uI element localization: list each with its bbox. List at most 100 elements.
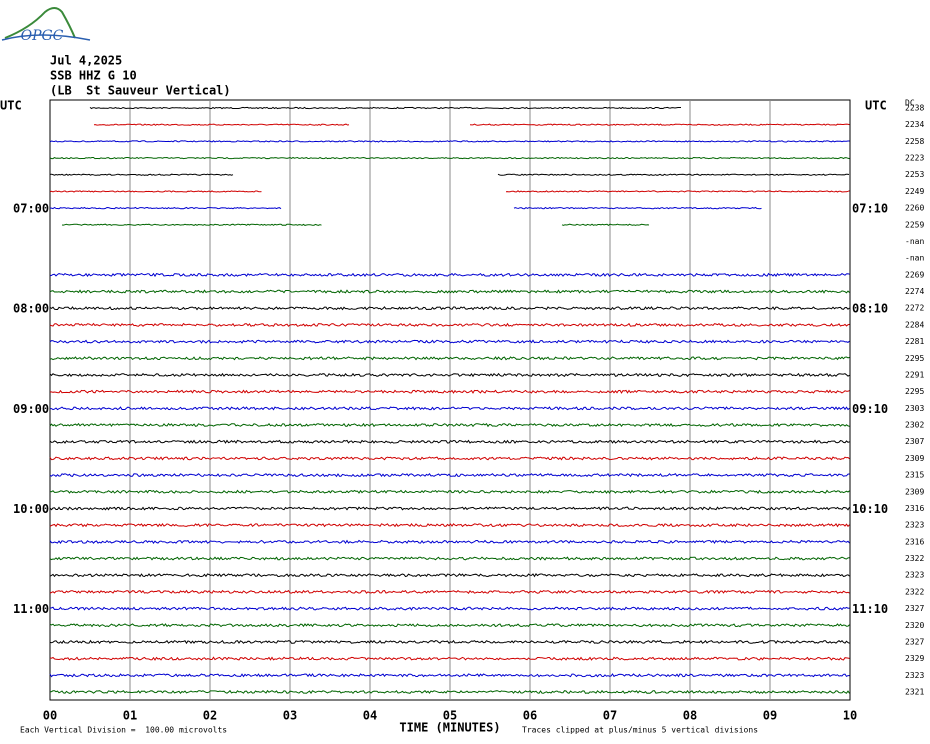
logo: OPGC bbox=[1, 7, 91, 44]
x-axis-title: TIME (MINUTES) bbox=[399, 721, 500, 735]
trace bbox=[49, 606, 850, 611]
dc-value: 2269 bbox=[905, 270, 924, 279]
left-time: 09:00 bbox=[13, 402, 49, 416]
trace bbox=[49, 173, 234, 176]
x-tick-label: 06 bbox=[523, 709, 537, 723]
dc-value: 2295 bbox=[905, 387, 924, 396]
trace bbox=[49, 673, 850, 678]
trace bbox=[49, 523, 850, 528]
footer-right: Traces clipped at plus/minus 5 vertical … bbox=[522, 726, 758, 735]
x-tick-label: 05 bbox=[443, 709, 457, 723]
trace bbox=[49, 656, 850, 661]
x-tick-label: 10 bbox=[843, 709, 857, 723]
dc-value: 2323 bbox=[905, 671, 924, 680]
dc-value: 2321 bbox=[905, 688, 924, 697]
dc-value: 2234 bbox=[905, 120, 924, 129]
trace bbox=[61, 223, 322, 226]
trace bbox=[49, 272, 850, 278]
left-time: 07:00 bbox=[13, 202, 49, 216]
x-tick-label: 08 bbox=[683, 709, 697, 723]
trace bbox=[49, 322, 850, 327]
trace bbox=[49, 589, 850, 594]
dc-value: 2272 bbox=[905, 304, 924, 313]
trace bbox=[49, 439, 850, 444]
right-time: 10:10 bbox=[852, 502, 888, 516]
location: (LB St Sauveur Vertical) bbox=[50, 84, 231, 98]
right-axis-title: UTC bbox=[865, 99, 887, 113]
trace bbox=[89, 106, 681, 110]
dc-value: 2327 bbox=[905, 604, 924, 613]
dc-value: 2307 bbox=[905, 437, 924, 446]
dc-value: 2223 bbox=[905, 154, 924, 163]
trace bbox=[49, 506, 850, 511]
x-tick-label: 01 bbox=[123, 709, 137, 723]
dc-value: 2316 bbox=[905, 504, 924, 513]
x-tick-label: 07 bbox=[603, 709, 617, 723]
trace bbox=[49, 339, 850, 344]
dc-value: 2329 bbox=[905, 654, 924, 663]
footer-left: Each Vertical Division = 100.00 microvol… bbox=[20, 726, 227, 735]
right-time: 11:10 bbox=[852, 602, 888, 616]
trace bbox=[49, 422, 850, 428]
dc-value: 2322 bbox=[905, 554, 924, 563]
trace bbox=[561, 223, 650, 227]
trace bbox=[49, 206, 282, 210]
trace bbox=[513, 206, 762, 210]
left-time: 10:00 bbox=[13, 502, 49, 516]
dc-value: 2260 bbox=[905, 204, 924, 213]
dc-value: 2323 bbox=[905, 571, 924, 580]
right-time: 08:10 bbox=[852, 302, 888, 316]
dc-value: 2303 bbox=[905, 404, 924, 413]
dc-value: 2295 bbox=[905, 354, 924, 363]
dc-value: 2309 bbox=[905, 487, 924, 496]
trace bbox=[49, 473, 850, 478]
trace bbox=[49, 389, 850, 394]
logo-text: OPGC bbox=[21, 28, 64, 44]
date: Jul 4,2025 bbox=[50, 54, 122, 68]
trace bbox=[497, 173, 850, 176]
trace bbox=[469, 123, 850, 126]
dc-value: 2249 bbox=[905, 187, 924, 196]
dc-value: 2258 bbox=[905, 137, 924, 146]
trace bbox=[505, 190, 850, 193]
dc-value: 2315 bbox=[905, 471, 924, 480]
x-tick-label: 00 bbox=[43, 709, 57, 723]
right-time: 09:10 bbox=[852, 402, 888, 416]
station: SSB HHZ G 10 bbox=[50, 69, 137, 83]
dc-value: 2284 bbox=[905, 320, 924, 329]
trace bbox=[49, 456, 850, 461]
trace bbox=[49, 306, 850, 311]
dc-value: 2281 bbox=[905, 337, 924, 346]
dc-value: 2323 bbox=[905, 521, 924, 530]
trace bbox=[50, 406, 850, 411]
dc-value: 2238 bbox=[905, 104, 924, 113]
x-tick-label: 03 bbox=[283, 709, 297, 723]
trace bbox=[49, 140, 850, 143]
left-time: 08:00 bbox=[13, 302, 49, 316]
dc-value: 2320 bbox=[905, 621, 924, 630]
right-time: 07:10 bbox=[852, 202, 888, 216]
trace bbox=[93, 123, 350, 126]
trace bbox=[49, 372, 850, 378]
trace bbox=[49, 539, 850, 545]
dc-value: 2253 bbox=[905, 170, 924, 179]
dc-value: 2259 bbox=[905, 220, 924, 229]
dc-value: -nan bbox=[905, 254, 924, 263]
dc-value: 2274 bbox=[905, 287, 924, 296]
dc-value: 2291 bbox=[905, 370, 924, 379]
trace bbox=[49, 639, 850, 645]
trace bbox=[49, 689, 850, 695]
dc-value: 2309 bbox=[905, 454, 924, 463]
trace bbox=[49, 190, 262, 193]
left-axis-title: UTC bbox=[0, 99, 22, 113]
dc-value: -nan bbox=[905, 237, 924, 246]
dc-value: 2316 bbox=[905, 537, 924, 546]
x-tick-label: 09 bbox=[763, 709, 777, 723]
trace bbox=[49, 156, 850, 160]
trace bbox=[49, 489, 850, 494]
dc-value: 2327 bbox=[905, 637, 924, 646]
trace bbox=[49, 623, 850, 628]
trace bbox=[49, 289, 850, 294]
left-time: 11:00 bbox=[13, 602, 49, 616]
